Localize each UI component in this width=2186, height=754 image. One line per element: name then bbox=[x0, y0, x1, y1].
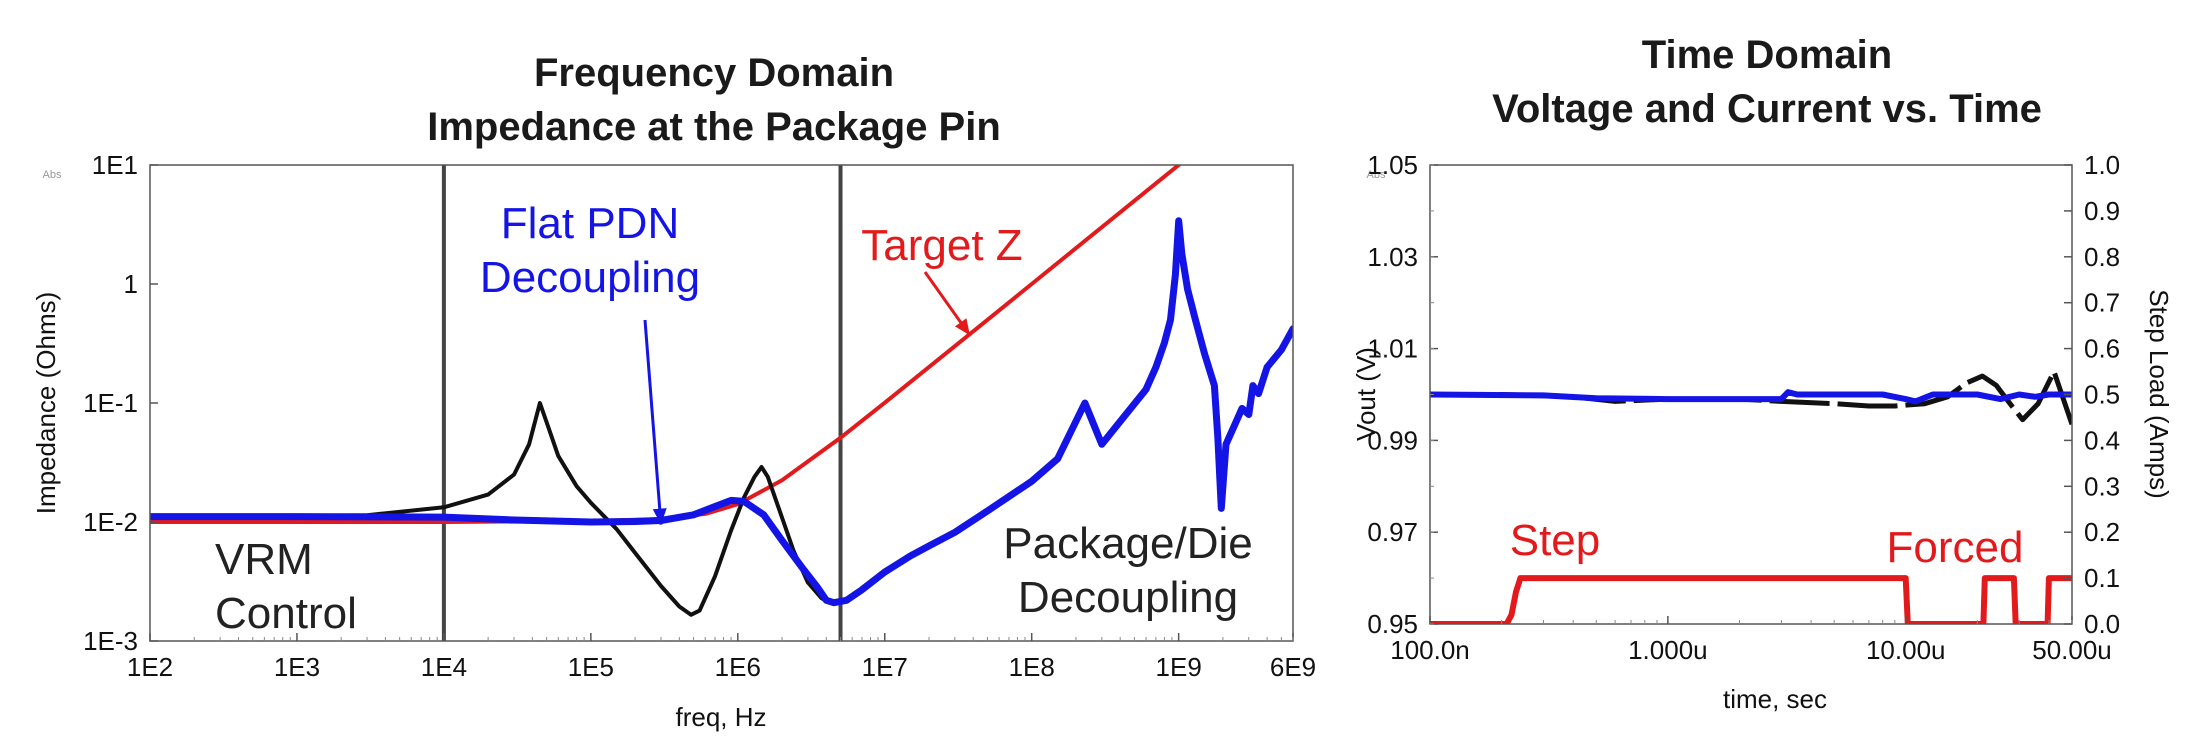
annotation-package-die-line2: Decoupling bbox=[1018, 573, 1238, 622]
chart2-y-tick-label: 1.03 bbox=[1367, 242, 1418, 272]
chart2-corner-label: Abs bbox=[1367, 169, 1386, 181]
flat-pdn-arrow-shaft bbox=[643, 319, 663, 525]
chart1-y-tick-label: 1E-1 bbox=[83, 388, 138, 418]
chart1-x-tick-label: 1E9 bbox=[1156, 652, 1202, 682]
chart1-x-tick-label: 1E6 bbox=[715, 652, 761, 682]
chart2-y2-tick-label: 0.2 bbox=[2084, 517, 2120, 547]
chart1-y-tick-label: 1E-3 bbox=[83, 626, 138, 656]
chart2-x-tick-label: 10.00u bbox=[1866, 635, 1946, 665]
chart2-series bbox=[1430, 369, 2072, 624]
chart2-x-axis-label: time, sec bbox=[1723, 684, 1827, 714]
chart1-series-line-0 bbox=[150, 165, 1182, 524]
chart2-y2-tick-label: 0.4 bbox=[2084, 425, 2120, 455]
chart2-x-axis: 100.0n 1.000u 10.00u 50.00u bbox=[1390, 616, 2112, 665]
chart1-x-tick-label: 1E4 bbox=[421, 652, 467, 682]
chart1-annotation-arrows bbox=[643, 271, 972, 525]
chart1-plot-frame bbox=[149, 164, 1294, 642]
chart2-x-tick-label: 1.000u bbox=[1628, 635, 1708, 665]
chart2-title-line1: Time Domain bbox=[1642, 33, 1892, 77]
chart2-y-tick-label: 0.95 bbox=[1367, 609, 1418, 639]
chart1-x-tick-label: 1E5 bbox=[568, 652, 614, 682]
chart2-y2-tick-label: 0.3 bbox=[2084, 471, 2120, 501]
annotation-vrm-control-line2: Control bbox=[215, 589, 357, 638]
chart1-corner-label: Abs bbox=[43, 169, 62, 181]
chart1-vertical-lines bbox=[441, 165, 843, 641]
chart1-title-line1: Frequency Domain bbox=[534, 51, 894, 95]
chart2-y2-tick-label: 0.1 bbox=[2084, 563, 2120, 593]
chart2-y-tick-label: 1.01 bbox=[1367, 334, 1418, 364]
chart2-y2-tick-label: 0.5 bbox=[2084, 380, 2120, 410]
chart2-series-line-1 bbox=[1430, 389, 2072, 405]
annotation-flat-pdn-line2: Decoupling bbox=[480, 253, 700, 302]
chart2-x-tick-label: 50.00u bbox=[2032, 635, 2112, 665]
chart2-y2-axis-label: Step Load (Amps) bbox=[2144, 289, 2174, 499]
chart1-x-axis-label: freq, Hz bbox=[675, 702, 766, 732]
flat-pdn-arrow-head bbox=[652, 508, 667, 525]
chart2-y2-tick-label: 0.9 bbox=[2084, 196, 2120, 226]
chart2-y-tick-label: 0.99 bbox=[1367, 425, 1418, 455]
annotation-target-z: Target Z bbox=[861, 221, 1022, 270]
chart1-y-axis-label: Impedance (Ohms) bbox=[31, 292, 61, 515]
annotation-vrm-control-line1: VRM bbox=[215, 535, 313, 584]
chart2-x-tick-label: 100.0n bbox=[1390, 635, 1470, 665]
chart1-x-tick-label: 1E7 bbox=[862, 652, 908, 682]
annotation-forced: Forced bbox=[1887, 523, 2024, 572]
chart1-series-line-1 bbox=[150, 401, 832, 617]
chart1-x-tick-label: 6E9 bbox=[1270, 652, 1316, 682]
chart1-y-tick-label: 1E1 bbox=[92, 150, 138, 180]
chart2-title-line2: Voltage and Current vs. Time bbox=[1492, 87, 2042, 131]
chart2-y-axis-right: 1.0 0.9 0.8 0.7 0.6 0.5 0.4 0.3 0.2 0.1 0.0 bbox=[2064, 150, 2120, 639]
chart2-y-tick-label: 1.05 bbox=[1367, 150, 1418, 180]
annotation-flat-pdn-line1: Flat PDN bbox=[501, 199, 679, 248]
chart1-x-axis: 1E2 1E3 1E4 1E5 1E6 1E7 1E8 1E9 6E9 bbox=[127, 633, 1316, 682]
chart2-y2-tick-label: 1.0 bbox=[2084, 150, 2120, 180]
chart2-y-axis-label: Vout (V) bbox=[1351, 347, 1381, 441]
time-domain-chart: Time Domain Voltage and Current vs. Time… bbox=[1351, 33, 2174, 714]
chart2-y-tick-label: 0.97 bbox=[1367, 517, 1418, 547]
chart2-y2-tick-label: 0.0 bbox=[2084, 609, 2120, 639]
chart2-y2-tick-label: 0.6 bbox=[2084, 334, 2120, 364]
chart2-y2-tick-label: 0.7 bbox=[2084, 288, 2120, 318]
chart1-y-tick-label: 1E-2 bbox=[83, 507, 138, 537]
chart1-y-tick-label: 1 bbox=[124, 269, 138, 299]
chart1-series-line-2 bbox=[150, 217, 1293, 607]
annotation-package-die-line1: Package/Die bbox=[1003, 519, 1252, 568]
chart1-x-tick-label: 1E8 bbox=[1009, 652, 1055, 682]
chart2-y-axis-left: 1.05 1.03 1.01 0.99 0.97 0.95 bbox=[1367, 150, 1438, 639]
annotation-step: Step bbox=[1510, 516, 1601, 565]
chart1-x-tick-label: 1E3 bbox=[274, 652, 320, 682]
chart1-x-tick-label: 1E2 bbox=[127, 652, 173, 682]
chart2-y2-tick-label: 0.8 bbox=[2084, 242, 2120, 272]
frequency-domain-chart: Frequency Domain Impedance at the Packag… bbox=[31, 51, 1316, 732]
target-z-arrow-head bbox=[954, 318, 970, 336]
chart2-series-line-2 bbox=[1430, 575, 2072, 624]
chart1-y-axis: 1E1 1 1E-1 1E-2 1E-3 bbox=[83, 150, 158, 656]
chart1-title-line2: Impedance at the Package Pin bbox=[427, 105, 1001, 149]
chart1-series bbox=[150, 165, 1293, 617]
